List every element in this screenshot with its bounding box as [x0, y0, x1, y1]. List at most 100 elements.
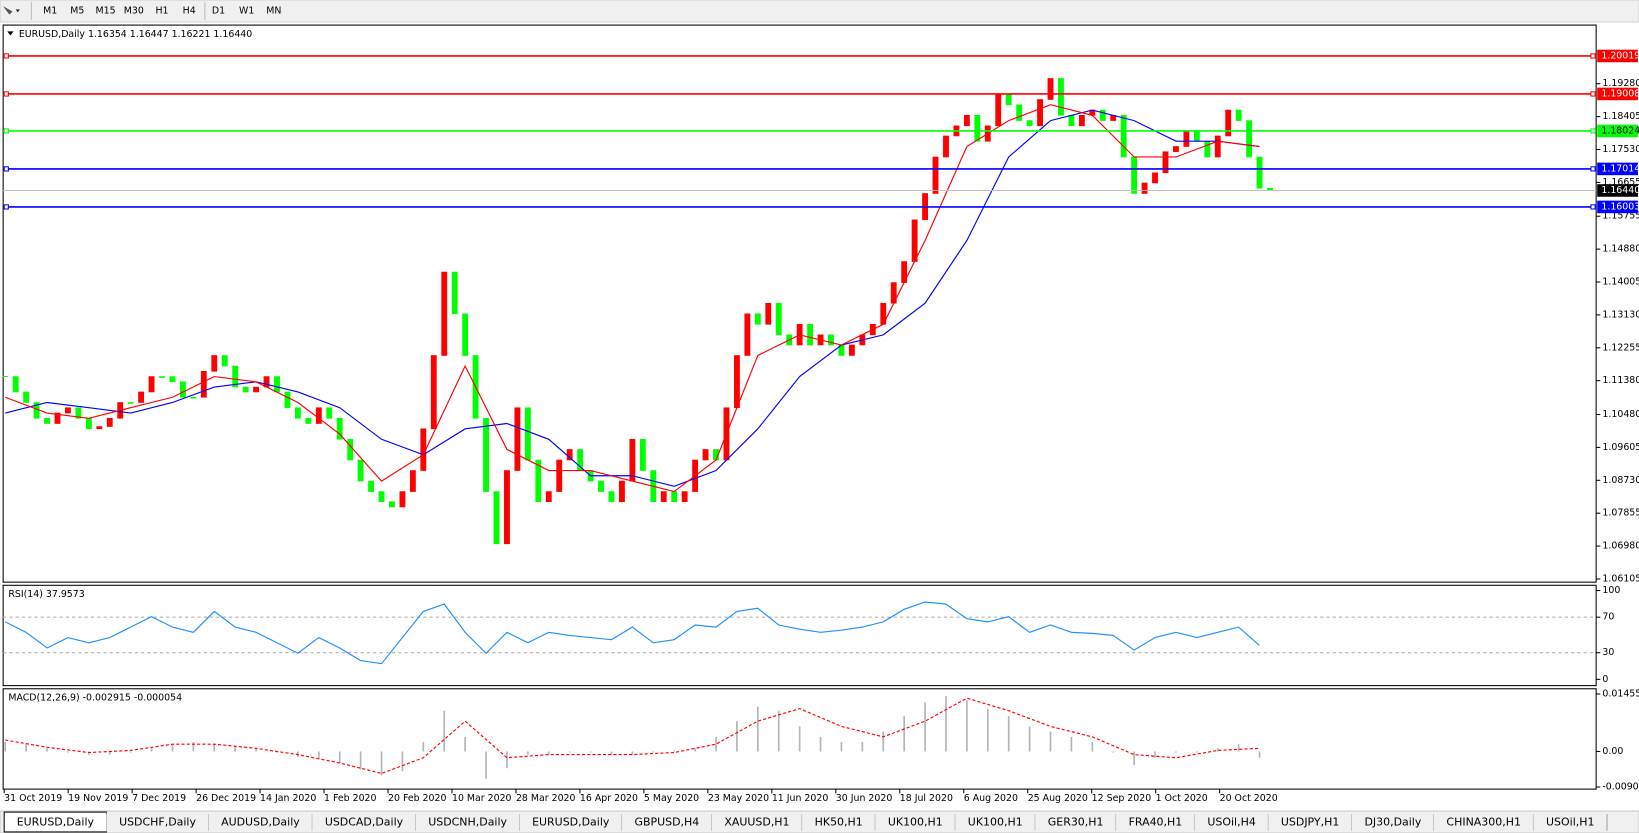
x-tick-label: 26 Dec 2019	[196, 793, 256, 804]
candle	[1099, 109, 1106, 121]
tab-background[interactable]	[621, 812, 712, 832]
tab-background[interactable]	[1116, 812, 1195, 832]
level-anchor	[3, 53, 9, 59]
timeframe-button[interactable]: M30	[124, 5, 144, 16]
tab[interactable]: UK100,H1	[875, 812, 956, 832]
candle	[232, 365, 239, 388]
tab-background[interactable]	[1035, 812, 1117, 832]
tab[interactable]: EURUSD,Daily	[3, 811, 108, 833]
x-tick-label: 10 Mar 2020	[452, 793, 512, 804]
y-tick-label: 1.07855	[1602, 508, 1639, 519]
tab[interactable]: FRA40,H1	[1116, 812, 1196, 832]
tab[interactable]: AUDUSD,Daily	[208, 812, 313, 832]
tab[interactable]: USDCAD,Daily	[312, 812, 417, 832]
chart-menu-arrow	[7, 31, 14, 36]
tab[interactable]: USDJPY,H1	[1268, 812, 1353, 832]
tab[interactable]: USDCNH,Daily	[415, 812, 521, 832]
tab-background[interactable]	[208, 812, 313, 832]
tab[interactable]: GER30,H1	[1035, 812, 1117, 832]
tab-label[interactable]: UK100,H1	[968, 816, 1023, 829]
tab-label[interactable]: USOil,H4	[1207, 816, 1255, 829]
tab-background[interactable]	[1268, 812, 1352, 832]
level-price-label: 1.16003	[1601, 201, 1639, 212]
tab[interactable]: UK100,H1	[955, 812, 1036, 832]
tab[interactable]: GBPUSD,H4	[621, 812, 713, 832]
tab-background[interactable]	[711, 812, 803, 832]
timeframe-button[interactable]: M5	[70, 5, 84, 16]
tab-background[interactable]	[802, 812, 876, 832]
tab-background[interactable]	[415, 812, 520, 832]
tab-background[interactable]	[312, 812, 416, 832]
tab-background[interactable]	[519, 812, 622, 832]
candle	[1141, 182, 1148, 194]
tab-background[interactable]	[875, 812, 956, 832]
candle	[660, 491, 667, 503]
tab-label[interactable]: UK100,H1	[888, 816, 943, 829]
candle	[399, 491, 406, 508]
candle	[807, 323, 814, 346]
tab-label[interactable]: USDCAD,Daily	[325, 816, 404, 829]
tab-label[interactable]: GER30,H1	[1048, 816, 1104, 829]
tab-label[interactable]: HK50,H1	[815, 816, 863, 829]
tab-background[interactable]	[1533, 812, 1608, 832]
candle	[671, 491, 678, 503]
tab-label[interactable]: DJ30,Daily	[1364, 816, 1421, 829]
timeframe-button[interactable]: MN	[266, 5, 281, 16]
tab[interactable]: USDCHF,Daily	[106, 812, 210, 832]
tab[interactable]: HK50,H1	[802, 812, 876, 832]
tab[interactable]: USOil,H1	[1533, 812, 1608, 832]
timeframe-button[interactable]: W1	[239, 5, 254, 16]
tab[interactable]: EURUSD,Daily	[519, 812, 623, 832]
candle	[493, 491, 500, 545]
tab-label[interactable]: CHINA300,H1	[1446, 816, 1521, 829]
candle	[148, 376, 155, 393]
x-tick-label: 14 Jan 2020	[260, 793, 316, 804]
tab-label[interactable]: FRA40,H1	[1129, 816, 1183, 829]
dropdown-arrow[interactable]	[15, 9, 20, 13]
tab-label[interactable]: USDCHF,Daily	[119, 816, 196, 829]
tab[interactable]: CHINA300,H1	[1433, 812, 1535, 832]
x-tick-label: 20 Feb 2020	[388, 793, 446, 804]
tab-background[interactable]	[955, 812, 1036, 832]
candle	[629, 439, 636, 482]
timeframe-button[interactable]: H4	[183, 5, 196, 16]
cursor-tool-icon[interactable]	[3, 6, 13, 15]
x-tick-label: 1 Oct 2020	[1156, 793, 1208, 804]
tab-background[interactable]	[1194, 812, 1269, 832]
candle	[253, 386, 260, 393]
timeframe-button[interactable]: M1	[43, 5, 57, 16]
tab-label[interactable]: USOil,H1	[1546, 816, 1594, 829]
candle	[535, 459, 542, 503]
y-tick-label: 100	[1602, 585, 1620, 596]
timeframe-button[interactable]: H1	[155, 5, 168, 16]
candle	[1026, 120, 1033, 127]
candle	[504, 470, 510, 545]
tab[interactable]: DJ30,Daily	[1351, 812, 1435, 832]
candle	[211, 355, 218, 372]
tab[interactable]: USOil,H4	[1194, 812, 1269, 832]
tab-label[interactable]: AUDUSD,Daily	[221, 816, 300, 829]
level-price-tag	[1597, 87, 1638, 101]
tab-label[interactable]: USDJPY,H1	[1281, 816, 1339, 829]
level-anchor	[3, 128, 9, 134]
tab-background[interactable]	[106, 812, 209, 832]
tab[interactable]: XAUUSD,H1	[711, 812, 803, 832]
tab-label[interactable]: EURUSD,Daily	[532, 816, 610, 829]
tab-background[interactable]	[1351, 812, 1434, 832]
candle	[138, 391, 145, 403]
candle	[1078, 114, 1085, 127]
panel	[2, 584, 1597, 687]
tab-label[interactable]: EURUSD,Daily	[17, 816, 95, 829]
timeframe-button[interactable]: M15	[96, 5, 116, 16]
level-price-tag	[1597, 49, 1638, 63]
tab-label[interactable]: USDCNH,Daily	[428, 816, 507, 829]
rsi-line	[4, 601, 1260, 665]
candle	[430, 355, 437, 430]
timeframe-button[interactable]: D1	[212, 5, 225, 16]
candle	[274, 376, 280, 393]
tab-label[interactable]: XAUUSD,H1	[724, 816, 789, 829]
y-tick-label: 1.06105	[1602, 573, 1639, 584]
tab-background[interactable]	[1433, 812, 1534, 832]
candle	[242, 386, 249, 393]
tab-label[interactable]: GBPUSD,H4	[634, 816, 699, 829]
